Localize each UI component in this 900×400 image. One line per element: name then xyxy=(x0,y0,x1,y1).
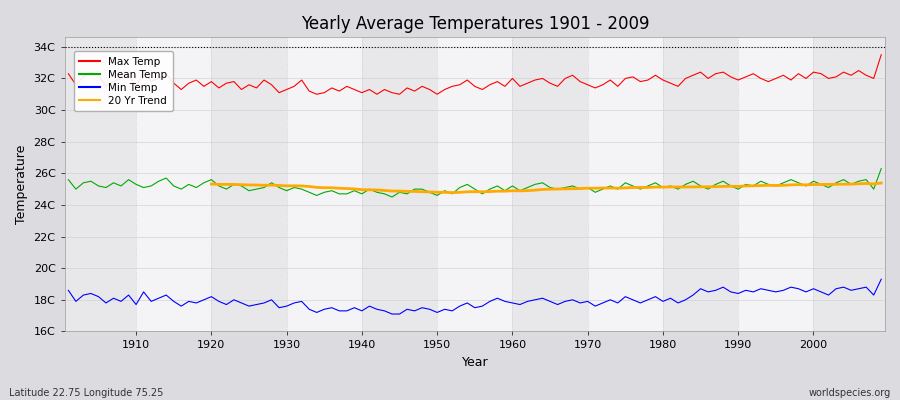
Bar xyxy=(738,37,814,332)
Bar xyxy=(437,37,512,332)
Bar xyxy=(814,37,889,332)
Bar xyxy=(61,37,136,332)
Text: worldspecies.org: worldspecies.org xyxy=(809,388,891,398)
Y-axis label: Temperature: Temperature xyxy=(15,145,28,224)
Bar xyxy=(362,37,437,332)
Text: Latitude 22.75 Longitude 75.25: Latitude 22.75 Longitude 75.25 xyxy=(9,388,164,398)
Bar xyxy=(588,37,663,332)
Legend: Max Temp, Mean Temp, Min Temp, 20 Yr Trend: Max Temp, Mean Temp, Min Temp, 20 Yr Tre… xyxy=(74,51,173,111)
Bar xyxy=(136,37,212,332)
Bar xyxy=(212,37,286,332)
Bar xyxy=(286,37,362,332)
Bar xyxy=(512,37,588,332)
Bar xyxy=(663,37,738,332)
X-axis label: Year: Year xyxy=(462,356,488,369)
Title: Yearly Average Temperatures 1901 - 2009: Yearly Average Temperatures 1901 - 2009 xyxy=(301,15,649,33)
